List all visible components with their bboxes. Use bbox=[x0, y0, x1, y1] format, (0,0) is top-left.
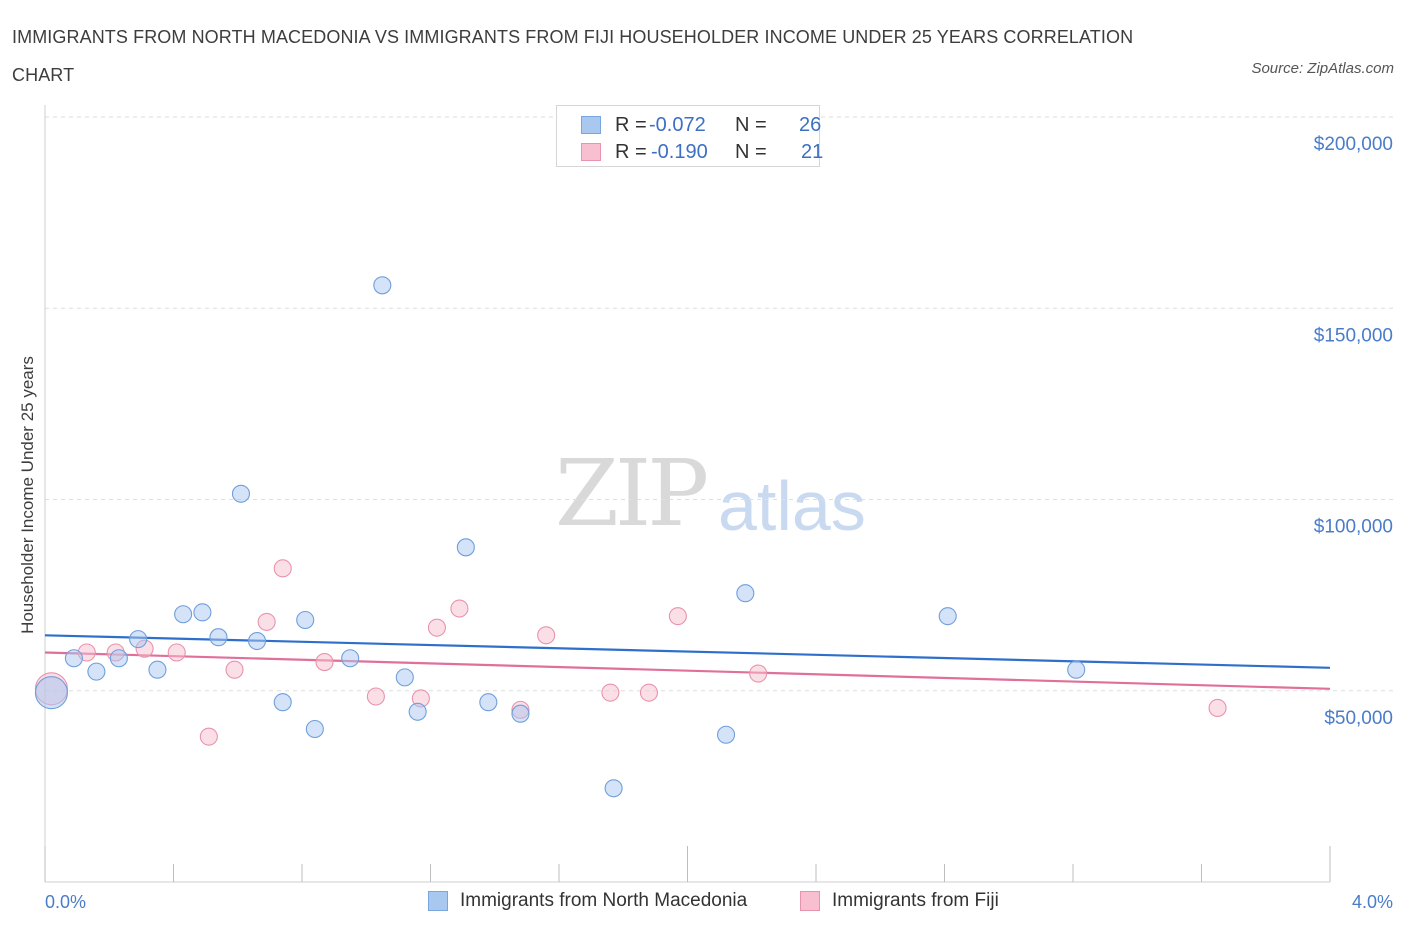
point-north-macedonia bbox=[231, 484, 251, 503]
n-value: 26 bbox=[799, 114, 822, 136]
point-north-macedonia bbox=[64, 649, 83, 668]
series-legend: Immigrants from North Macedonia Immigran… bbox=[0, 888, 1406, 918]
point-fiji bbox=[257, 612, 276, 631]
point-fiji bbox=[366, 687, 385, 706]
point-north-macedonia bbox=[1067, 660, 1086, 679]
r-label: R = bbox=[615, 141, 647, 163]
x-tick-label: 4.0% bbox=[1352, 892, 1393, 912]
point-fiji bbox=[537, 626, 556, 645]
point-fiji bbox=[427, 618, 446, 637]
point-north-macedonia bbox=[174, 605, 193, 624]
n-label: N = bbox=[735, 114, 767, 136]
legend-swatch-fiji bbox=[800, 891, 820, 911]
watermark-atlas: atlas bbox=[718, 467, 866, 545]
point-north-macedonia bbox=[273, 693, 292, 712]
point-fiji bbox=[450, 599, 469, 618]
point-north-macedonia bbox=[373, 276, 392, 295]
point-north-macedonia bbox=[604, 779, 623, 798]
point-fiji bbox=[199, 727, 218, 746]
point-fiji bbox=[167, 643, 186, 662]
point-north-macedonia bbox=[479, 693, 498, 712]
point-north-macedonia bbox=[209, 628, 228, 647]
swatch-fiji bbox=[581, 143, 601, 161]
data-points bbox=[34, 276, 1227, 798]
point-north-macedonia bbox=[129, 630, 148, 649]
legend-swatch-north-macedonia bbox=[428, 891, 448, 911]
point-fiji bbox=[1208, 698, 1227, 718]
point-north-macedonia bbox=[395, 668, 414, 687]
point-fiji bbox=[225, 660, 244, 679]
r-label: R = bbox=[615, 114, 647, 136]
y-tick-label: $100,000 bbox=[1314, 517, 1393, 538]
legend-label: Immigrants from North Macedonia bbox=[460, 890, 748, 911]
r-value: -0.190 bbox=[651, 141, 708, 163]
point-north-macedonia bbox=[511, 704, 530, 723]
y-tick-label: $200,000 bbox=[1314, 134, 1393, 155]
point-fiji bbox=[601, 683, 620, 702]
point-north-macedonia bbox=[341, 649, 360, 668]
point-fiji bbox=[273, 559, 292, 578]
x-tick-label: 0.0% bbox=[45, 892, 86, 912]
point-north-macedonia bbox=[247, 631, 267, 651]
point-north-macedonia bbox=[193, 603, 212, 622]
point-north-macedonia bbox=[938, 607, 957, 626]
axes bbox=[44, 105, 1331, 883]
point-fiji bbox=[639, 683, 659, 702]
trend-line bbox=[44, 651, 1331, 690]
n-value: 21 bbox=[801, 141, 824, 163]
chart-title: IMMIGRANTS FROM NORTH MACEDONIA VS IMMIG… bbox=[12, 27, 1134, 85]
y-tick-label: $50,000 bbox=[1324, 708, 1393, 729]
y-tick-label: $150,000 bbox=[1314, 325, 1393, 346]
legend-label: Immigrants from Fiji bbox=[832, 890, 999, 911]
point-north-macedonia bbox=[34, 676, 68, 710]
watermark-zip: ZIP bbox=[555, 440, 709, 547]
stats-legend: R = -0.072 N = 26 R = -0.190 N = 21 bbox=[556, 105, 824, 167]
point-fiji bbox=[749, 664, 768, 683]
source-credit: Source: ZipAtlas.com bbox=[1251, 60, 1394, 77]
point-north-macedonia bbox=[296, 610, 315, 630]
gridlines bbox=[45, 116, 1395, 692]
point-north-macedonia bbox=[736, 584, 755, 603]
point-north-macedonia bbox=[148, 660, 167, 679]
point-north-macedonia bbox=[456, 538, 475, 557]
swatch-north-macedonia bbox=[581, 116, 601, 134]
point-north-macedonia bbox=[408, 702, 427, 721]
r-value: -0.072 bbox=[649, 114, 706, 136]
point-north-macedonia bbox=[87, 662, 106, 681]
n-label: N = bbox=[735, 141, 767, 163]
point-north-macedonia bbox=[109, 649, 128, 668]
point-fiji bbox=[315, 653, 334, 672]
point-north-macedonia bbox=[305, 719, 324, 739]
tick-labels: $50,000 $100,000 $150,000 $200,000 0.0% 4.0% bbox=[45, 134, 1393, 912]
point-north-macedonia bbox=[716, 725, 736, 744]
point-fiji bbox=[668, 607, 687, 626]
